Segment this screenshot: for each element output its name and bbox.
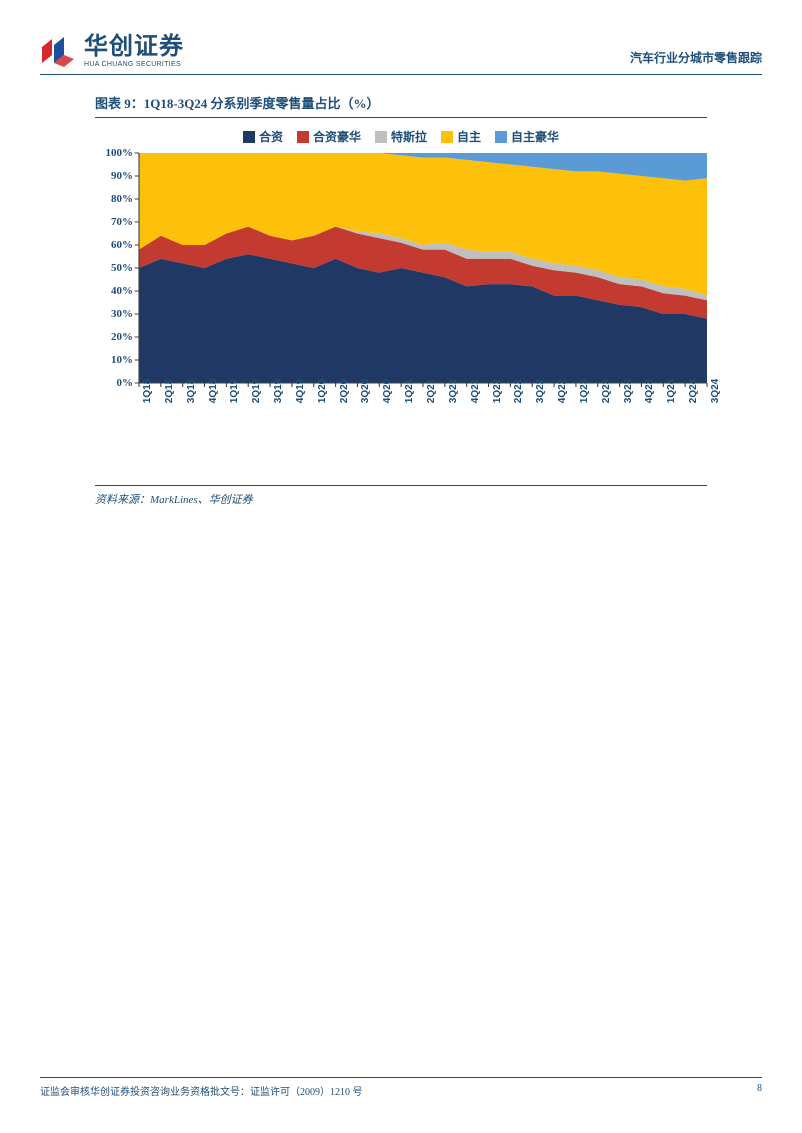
x-tick-label: 1Q19 (229, 379, 240, 403)
legend: 合资 合资豪华 特斯拉 自主 自主豪华 (95, 128, 707, 145)
x-tick-label: 2Q20 (339, 379, 350, 403)
y-tick-label: 70% (111, 216, 133, 228)
legend-swatch (375, 131, 387, 143)
x-tick-label: 1Q18 (142, 379, 153, 403)
y-tick-label: 100% (106, 147, 134, 159)
x-tick-label: 4Q22 (557, 379, 568, 403)
y-tick-label: 40% (111, 285, 133, 297)
x-axis: 1Q182Q183Q184Q181Q192Q193Q194Q191Q202Q20… (139, 385, 707, 435)
x-tick-label: 3Q21 (448, 379, 459, 403)
chart-title: 图表 9：1Q18-3Q24 分系别季度零售量占比（%） (95, 93, 707, 118)
x-tick-label: 2Q24 (688, 379, 699, 403)
logo: 华创证券 HUA CHUANG SECURITIES (40, 35, 184, 68)
x-tick-label: 2Q22 (513, 379, 524, 403)
y-tick-label: 60% (111, 239, 133, 251)
plot (139, 153, 707, 383)
legend-item: 自主豪华 (495, 128, 559, 145)
legend-item: 合资 (243, 128, 283, 145)
legend-swatch (243, 131, 255, 143)
x-tick-label: 4Q21 (470, 379, 481, 403)
x-tick-label: 1Q21 (404, 379, 415, 403)
footer-page-number: 8 (757, 1083, 762, 1098)
x-tick-label: 4Q19 (295, 379, 306, 403)
doc-title: 汽车行业分城市零售跟踪 (630, 49, 762, 68)
legend-swatch (297, 131, 309, 143)
x-tick-label: 1Q23 (579, 379, 590, 403)
y-axis: 0%10%20%30%40%50%60%70%80%90%100% (95, 153, 139, 383)
x-tick-label: 4Q18 (208, 379, 219, 403)
legend-item: 自主 (441, 128, 481, 145)
x-tick-label: 3Q18 (186, 379, 197, 403)
legend-swatch (495, 131, 507, 143)
legend-item: 特斯拉 (375, 128, 427, 145)
x-tick-label: 4Q23 (644, 379, 655, 403)
x-tick-label: 2Q18 (164, 379, 175, 403)
x-tick-label: 2Q21 (426, 379, 437, 403)
y-tick-label: 30% (111, 308, 133, 320)
chart-source: 资料来源：MarkLines、华创证券 (95, 485, 707, 507)
legend-label: 特斯拉 (391, 128, 427, 145)
x-tick-label: 3Q20 (360, 379, 371, 403)
legend-label: 自主 (457, 128, 481, 145)
logo-text-en: HUA CHUANG SECURITIES (84, 61, 184, 68)
legend-label: 自主豪华 (511, 128, 559, 145)
legend-label: 合资 (259, 128, 283, 145)
x-tick-label: 3Q22 (535, 379, 546, 403)
y-tick-label: 0% (117, 377, 134, 389)
x-tick-label: 2Q23 (601, 379, 612, 403)
legend-swatch (441, 131, 453, 143)
footer-left: 证监会审核华创证券投资咨询业务资格批文号：证监许可（2009）1210 号 (40, 1083, 363, 1098)
y-tick-label: 20% (111, 331, 133, 343)
y-tick-label: 80% (111, 193, 133, 205)
footer: 证监会审核华创证券投资咨询业务资格批文号：证监许可（2009）1210 号 8 (40, 1077, 762, 1098)
y-tick-label: 50% (111, 262, 133, 274)
x-tick-label: 4Q20 (382, 379, 393, 403)
header: 华创证券 HUA CHUANG SECURITIES 汽车行业分城市零售跟踪 (40, 35, 762, 75)
x-tick-label: 2Q19 (251, 379, 262, 403)
page: 华创证券 HUA CHUANG SECURITIES 汽车行业分城市零售跟踪 图… (0, 0, 802, 1133)
logo-text: 华创证券 HUA CHUANG SECURITIES (84, 35, 184, 68)
legend-label: 合资豪华 (313, 128, 361, 145)
chart-area: 0%10%20%30%40%50%60%70%80%90%100% 1Q182Q… (95, 153, 707, 433)
y-tick-label: 90% (111, 170, 133, 182)
x-tick-label: 1Q24 (666, 379, 677, 403)
chart-block: 图表 9：1Q18-3Q24 分系别季度零售量占比（%） 合资 合资豪华 特斯拉 自主… (95, 93, 707, 507)
x-tick-label: 3Q24 (710, 379, 721, 403)
x-tick-label: 1Q22 (492, 379, 503, 403)
x-tick-label: 3Q23 (623, 379, 634, 403)
y-tick-label: 10% (111, 354, 133, 366)
logo-text-cn: 华创证券 (84, 35, 184, 59)
logo-icon (40, 37, 76, 67)
x-tick-label: 3Q19 (273, 379, 284, 403)
legend-item: 合资豪华 (297, 128, 361, 145)
x-tick-label: 1Q20 (317, 379, 328, 403)
